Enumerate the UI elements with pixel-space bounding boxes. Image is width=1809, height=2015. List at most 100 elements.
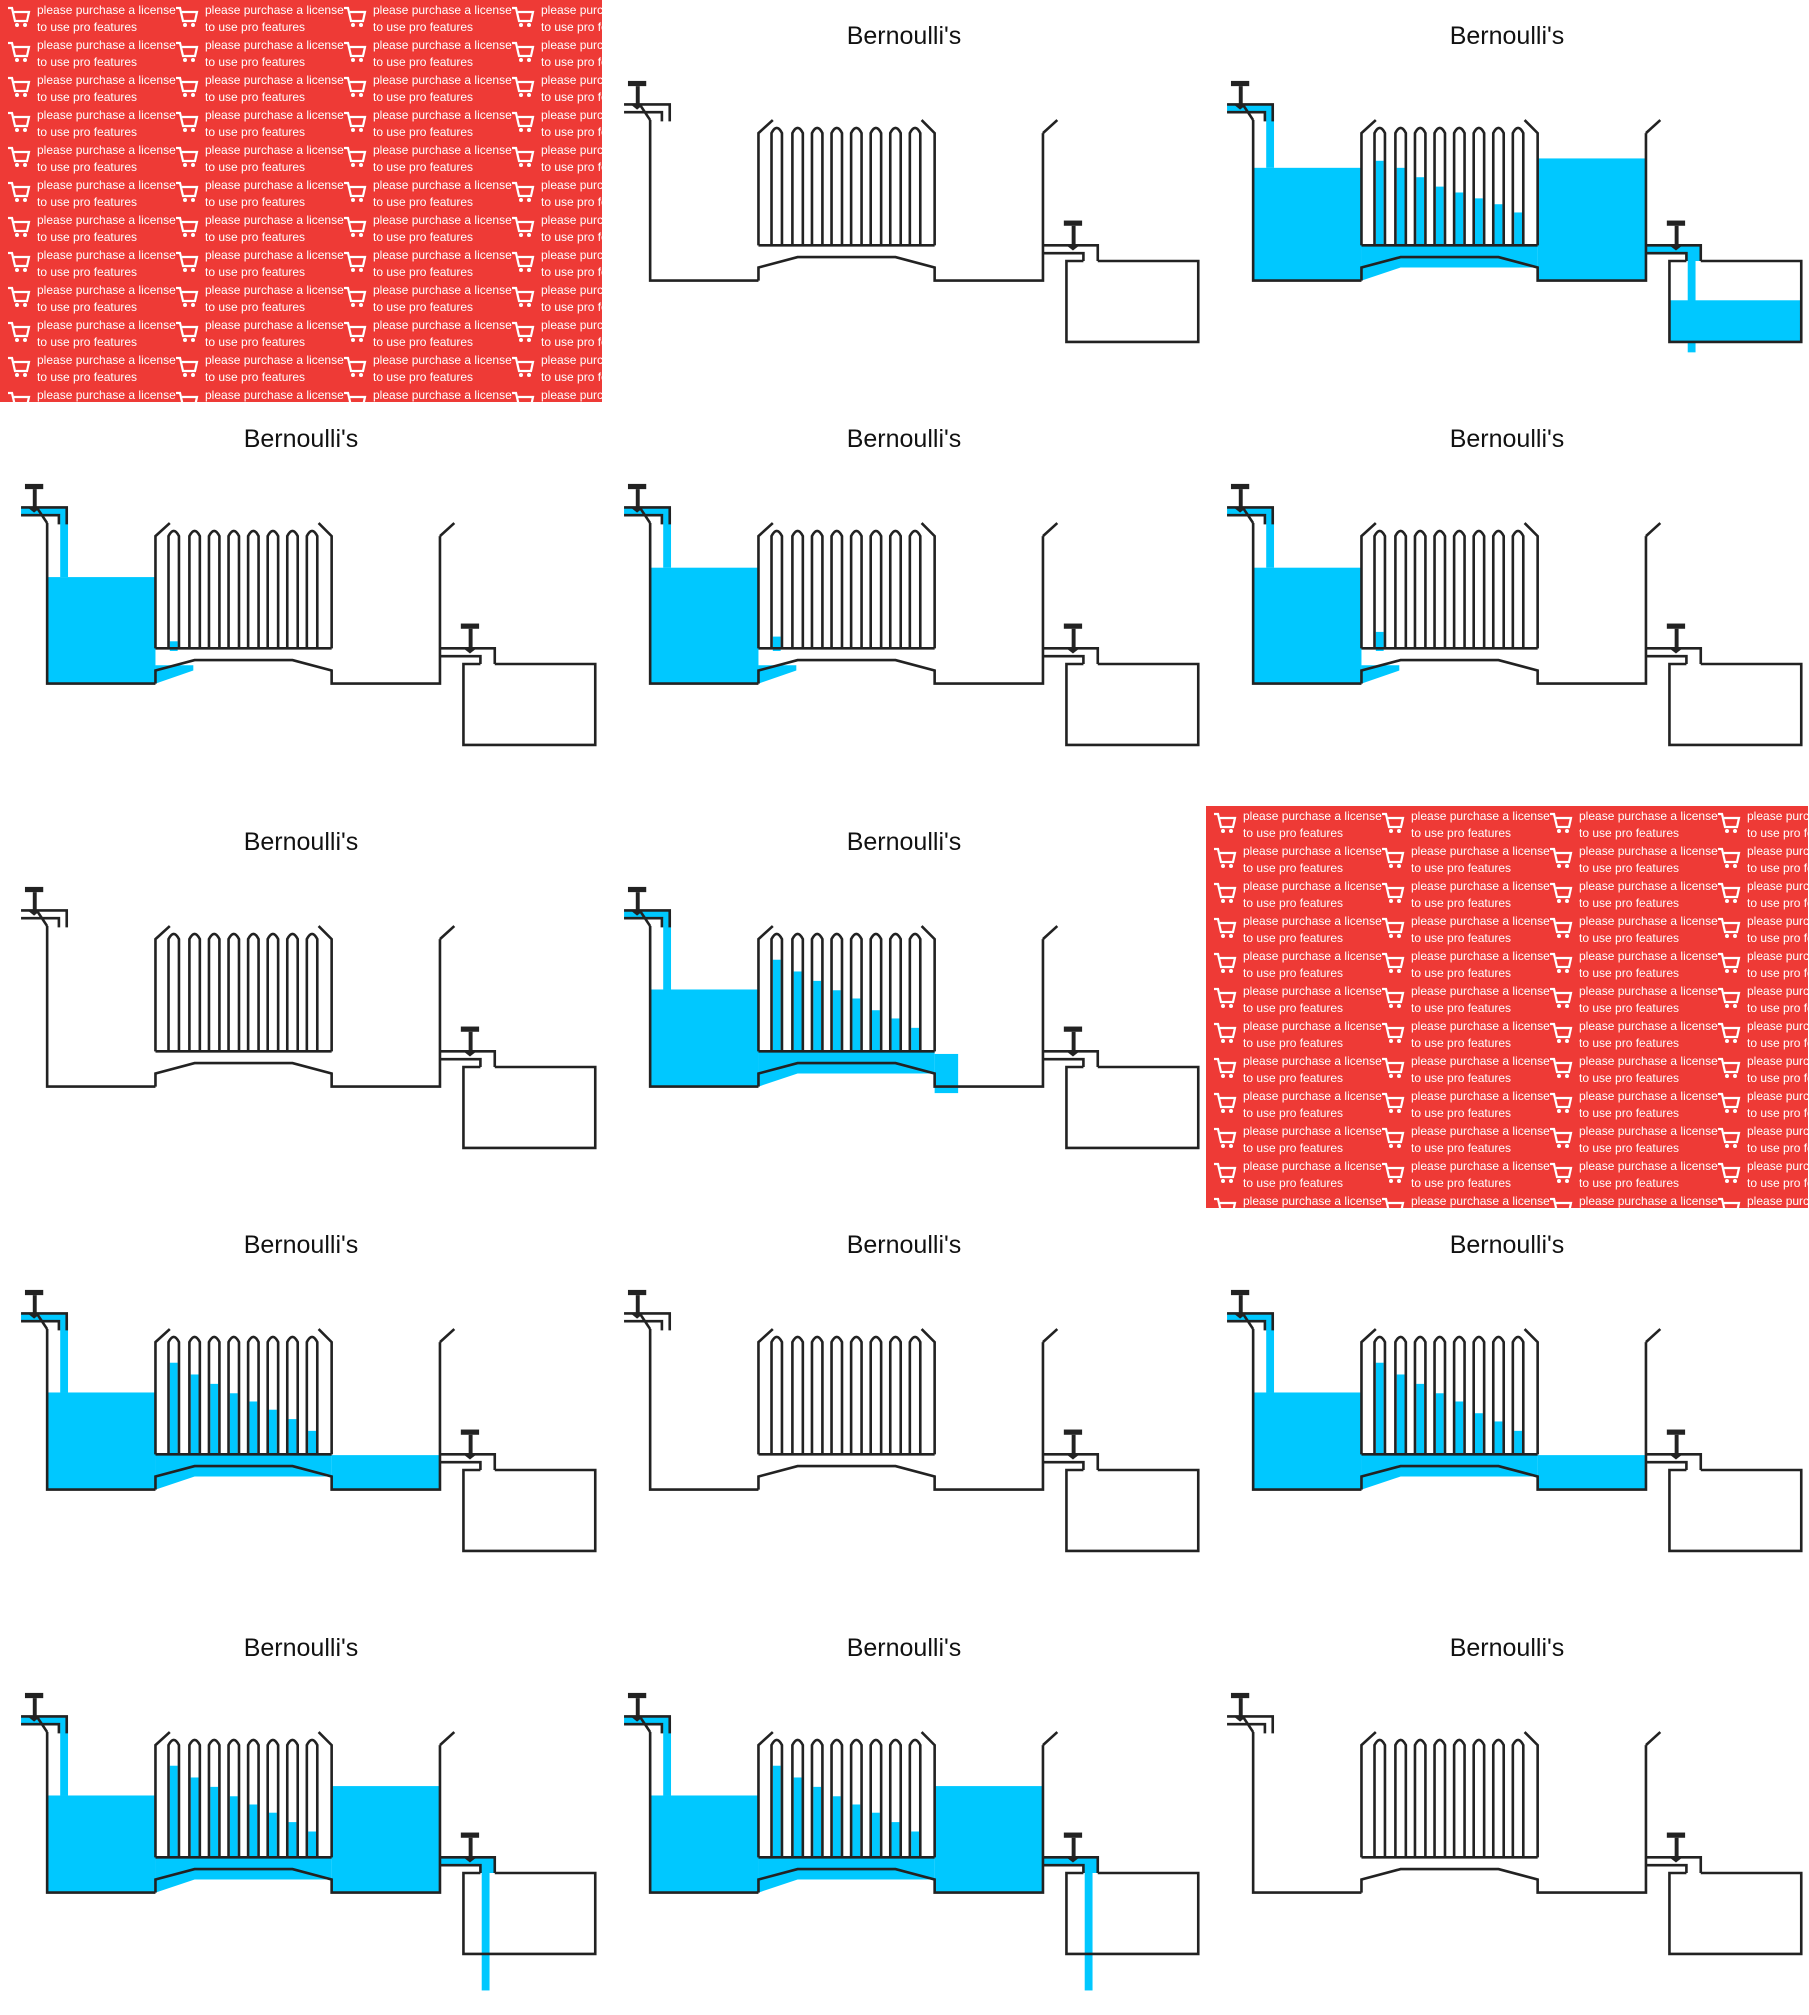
manometer-tube-6: [1472, 126, 1486, 246]
watermark-line-1: please purchase a license: [205, 178, 344, 192]
shopping-cart-icon: [1550, 917, 1573, 938]
outlet-valve-handle-icon: [460, 1026, 480, 1032]
watermark-line-2: to use pro features: [541, 300, 602, 314]
shopping-cart-icon: [1718, 987, 1741, 1008]
watermark-tile: please purchase a license to use pro feat…: [1546, 1053, 1718, 1088]
shopping-cart-icon: [8, 76, 31, 97]
left-tank-water: [1253, 167, 1362, 281]
bernoulli-panel: Bernoulli's: [0, 1612, 602, 2014]
shopping-cart-icon: [1550, 1057, 1573, 1078]
tap-stem: [1238, 1295, 1243, 1314]
shopping-cart-icon: [176, 321, 199, 342]
bernoulli-diagram: [21, 483, 597, 747]
outlet-pipe-inner: [439, 1863, 482, 1874]
tap-handle-icon: [24, 483, 44, 490]
right-venturi-wall: [920, 925, 936, 1052]
tap-stem: [635, 1295, 640, 1314]
shopping-cart-icon: [8, 356, 31, 377]
manometer-tube-8: [908, 529, 922, 649]
manometer-tube-2: [188, 529, 202, 649]
tap-stream: [663, 1721, 672, 1796]
watermark-line-1: please purchase a license: [1243, 844, 1382, 858]
watermark-line-1: please purchase a license: [37, 73, 176, 87]
watermark-line-2: to use pro features: [1579, 931, 1680, 945]
manometer-tube-4: [227, 1738, 241, 1858]
tube-water-7: [288, 1419, 297, 1457]
license-watermark[interactable]: please purchase a license to use pro feat…: [0, 0, 602, 402]
lower-tank-outline: [1065, 1065, 1200, 1150]
left-tank-outline: [1251, 120, 1362, 282]
left-venturi-wall: [1360, 522, 1377, 649]
tube-water-1: [1375, 1362, 1384, 1457]
tube-water-6: [269, 1409, 277, 1457]
manometer-tube-2: [1394, 1738, 1408, 1858]
watermark-tile: please purchase a license to use pro feat…: [1546, 878, 1718, 913]
license-watermark[interactable]: please purchase a license to use pro feat…: [1206, 806, 1808, 1208]
watermark-tile: please purchase a license to use pro feat…: [1546, 948, 1718, 983]
watermark-line-1: please purchase a license: [1411, 809, 1550, 823]
outlet-stream: [481, 1873, 490, 1991]
manometer-tube-1: [1373, 529, 1387, 649]
watermark-tile: please purchase a license to use pro feat…: [1546, 1018, 1718, 1053]
watermark-tile: please purchase a license to use pro feat…: [508, 37, 602, 72]
tube-water-5: [852, 1804, 861, 1860]
watermark-line-2: to use pro features: [1747, 966, 1808, 980]
watermark-tile: please purchase a license to use pro feat…: [1546, 1123, 1718, 1158]
tap-handle-icon: [24, 1289, 44, 1296]
watermark-line-2: to use pro features: [541, 265, 602, 279]
left-tank-outline: [45, 1329, 156, 1491]
bernoulli-panel: Bernoulli's: [603, 1209, 1205, 1611]
shopping-cart-icon: [344, 41, 367, 62]
tube-water-2: [793, 971, 802, 1054]
manometer-tube-4: [830, 126, 844, 246]
watermark-line-1: please purchase a license: [1579, 1054, 1718, 1068]
watermark-line-2: to use pro features: [205, 300, 306, 314]
tap-water: [21, 507, 67, 525]
watermark-line-1: please purchase a license: [1243, 1054, 1382, 1068]
tube-water-6: [269, 1812, 277, 1860]
shopping-cart-icon: [176, 76, 199, 97]
venturi-bottom-outline: [757, 133, 1045, 282]
watermark-line-1: please purchase a license: [1579, 1089, 1718, 1103]
watermark-line-1: please purchase a license: [205, 108, 344, 122]
left-venturi-wall: [154, 522, 171, 649]
shopping-cart-icon: [1550, 1197, 1573, 1208]
outlet-pipe-outer: [1042, 1453, 1100, 1471]
manometer-tube-1: [167, 932, 181, 1052]
left-tank-water: [650, 1795, 759, 1893]
watermark-tile: please purchase a license to use pro feat…: [1378, 1123, 1550, 1158]
diagram-group: [624, 886, 1200, 1150]
manometer-tube-3: [1413, 529, 1427, 649]
left-venturi-wall: [1360, 1731, 1377, 1858]
venturi-bottom-outline: [757, 536, 1045, 685]
shopping-cart-icon: [344, 76, 367, 97]
manometer-tube-4: [1433, 529, 1447, 649]
venturi-water: [155, 1857, 332, 1893]
right-venturi-wall: [1523, 522, 1539, 649]
manometer-tube-4: [830, 1738, 844, 1858]
shopping-cart-icon: [1382, 882, 1405, 903]
outlet-valve-stem: [1071, 628, 1076, 648]
manometer-tube-6: [869, 1335, 883, 1455]
watermark-tile: please purchase a license to use pro feat…: [1378, 1088, 1550, 1123]
manometer-tube-8: [305, 932, 319, 1052]
lower-tank-outline: [1668, 259, 1803, 344]
